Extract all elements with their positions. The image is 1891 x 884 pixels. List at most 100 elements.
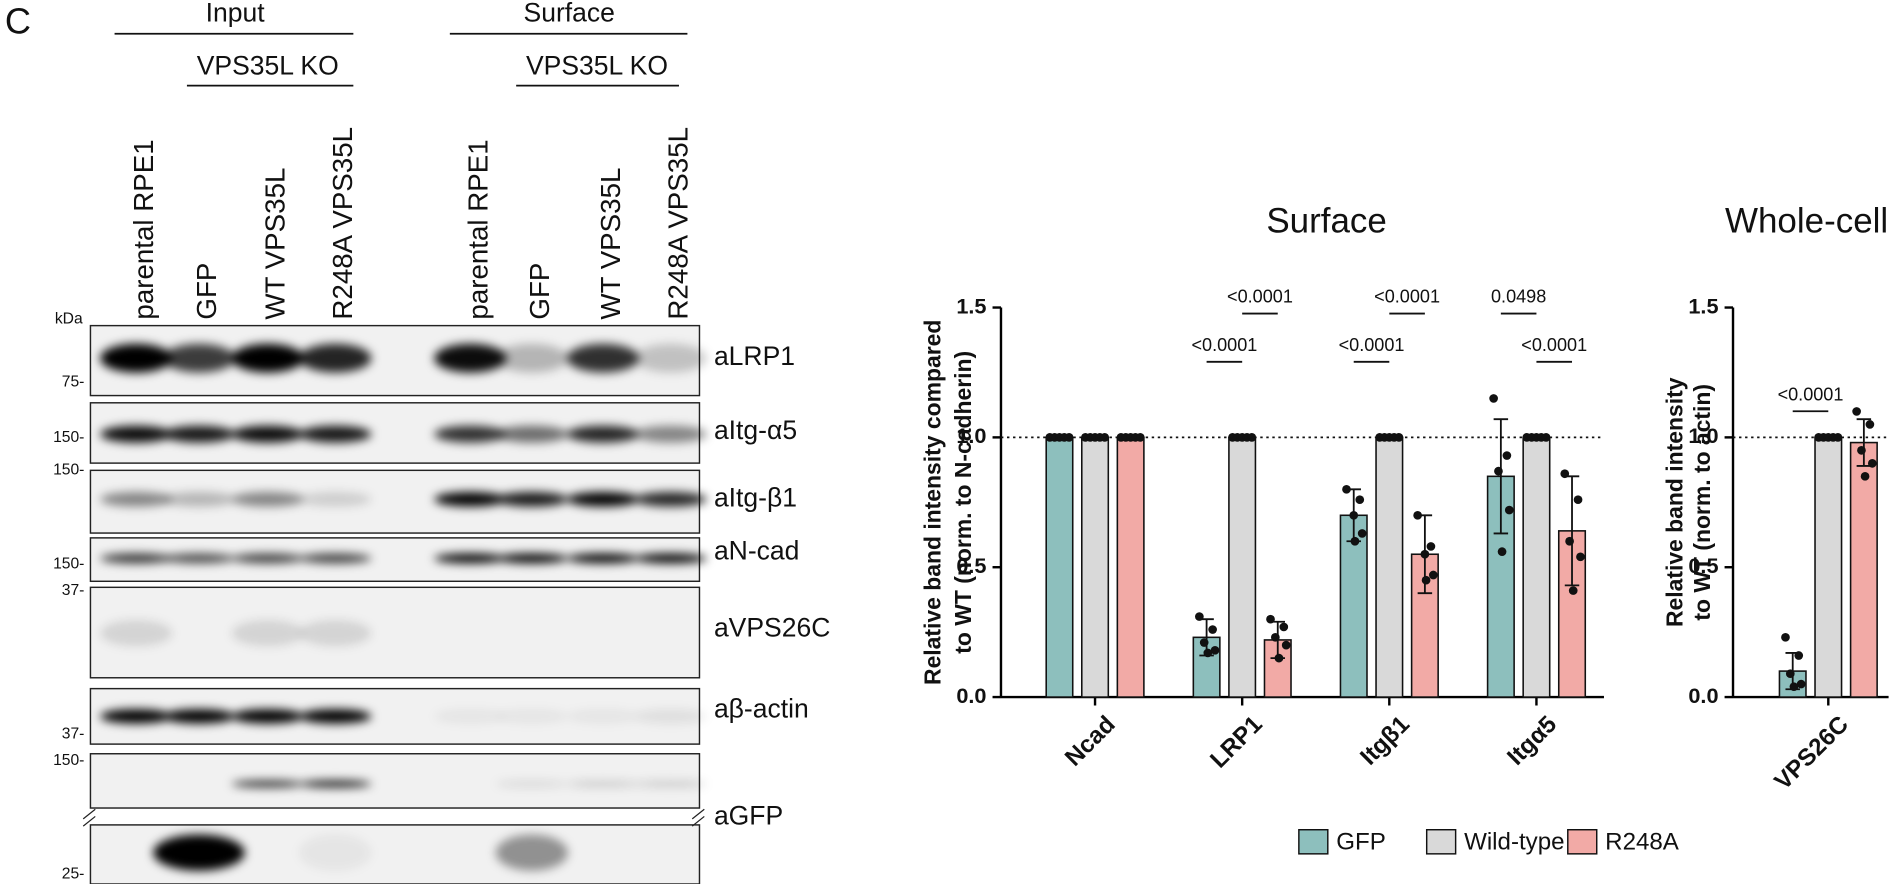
band [299, 834, 372, 871]
y-axis-title: to WT (norm. to N-cadherin) [950, 351, 976, 654]
band [100, 492, 173, 507]
break-mark [691, 808, 705, 827]
band [634, 492, 707, 507]
group-label: Surface [524, 0, 615, 27]
data-point [1421, 575, 1431, 585]
p-value: <0.0001 [1374, 287, 1440, 307]
band [495, 343, 569, 373]
data-point [1576, 552, 1585, 562]
band [162, 553, 236, 564]
band [566, 425, 640, 443]
data-point [1350, 536, 1360, 546]
y-tick-label: 0.5 [956, 553, 986, 578]
chart-title: Whole-cell [1725, 201, 1888, 240]
blot-strip [89, 753, 701, 809]
y-tick-label: 0.0 [956, 683, 986, 708]
lane-label: R248A VPS35L [663, 127, 694, 320]
kda-marker: 150- [53, 461, 84, 478]
data-point [1199, 638, 1209, 647]
band [231, 780, 304, 788]
data-point [1504, 505, 1514, 515]
bar [1080, 436, 1110, 698]
y-tick-label: 1.0 [1688, 423, 1718, 448]
data-point [1785, 669, 1795, 679]
band [495, 425, 569, 443]
band [566, 553, 640, 564]
lane-label: GFP [524, 263, 555, 320]
y-tick-label: 1.5 [1688, 293, 1718, 318]
data-point [1565, 536, 1574, 546]
x-tick-label: Ncad [1060, 711, 1121, 772]
p-value: <0.0001 [1521, 335, 1587, 355]
data-point [1494, 466, 1503, 476]
data-point [1210, 645, 1220, 655]
band [299, 425, 372, 443]
data-point [1867, 459, 1877, 468]
band [162, 425, 236, 443]
data-point [1860, 471, 1870, 481]
y-tick-label: 1.5 [956, 293, 986, 318]
kda-label: kDa [55, 311, 83, 328]
bar [1375, 436, 1404, 698]
band [299, 780, 372, 788]
data-point [1266, 614, 1275, 624]
antibody-label: aGFP [714, 801, 783, 831]
y-axis-title: Relative band intensity compared [920, 320, 946, 685]
band [634, 425, 707, 443]
data-point [1781, 632, 1790, 642]
data-point [1428, 570, 1438, 580]
data-point [1195, 612, 1204, 621]
band [495, 834, 569, 871]
kda-marker: 37- [62, 726, 85, 743]
data-point [1349, 510, 1359, 520]
band [495, 709, 569, 724]
band [231, 619, 304, 647]
lane-label: WT VPS35L [260, 168, 291, 320]
lane-label: R248A VPS35L [327, 127, 358, 320]
data-point [1789, 682, 1799, 692]
kda-marker: 150- [53, 752, 84, 769]
x-tick-label: Itgβ1 [1355, 711, 1415, 771]
band [162, 492, 236, 507]
data-point [1852, 407, 1861, 416]
band [299, 553, 372, 564]
data-point [1794, 651, 1804, 660]
data-point [1279, 622, 1289, 632]
band [231, 709, 304, 724]
y-tick-label: 0.0 [1688, 683, 1718, 708]
data-point [1413, 510, 1422, 520]
legend-swatch [1298, 829, 1329, 855]
bar [1339, 514, 1368, 698]
error-bar [1856, 418, 1872, 467]
band [495, 780, 569, 788]
band [100, 619, 173, 647]
x-tick-label: Itgα5 [1502, 711, 1562, 771]
band [434, 553, 507, 564]
break-mark [82, 808, 96, 827]
data-point [1342, 484, 1351, 494]
legend-swatch [1425, 829, 1457, 855]
bar [1522, 436, 1551, 698]
subgroup-label: VPS35L KO [526, 51, 668, 81]
band [162, 343, 236, 373]
panel-label: C [5, 1, 31, 42]
x-tick-label: LRP1 [1205, 711, 1268, 774]
bar [1045, 436, 1074, 698]
data-point [1560, 469, 1570, 479]
data-point [1865, 420, 1875, 429]
subgroup-label: VPS35L KO [197, 51, 339, 81]
data-point [1357, 529, 1367, 538]
band [299, 343, 372, 373]
bar [1849, 441, 1878, 698]
band [566, 780, 640, 788]
data-point [1426, 542, 1436, 551]
chart-title: Surface [1266, 201, 1387, 240]
band [231, 553, 304, 564]
kda-marker: 25- [62, 865, 85, 882]
data-point [1247, 433, 1257, 442]
data-point [1568, 586, 1578, 595]
lane-label: parental RPE1 [128, 139, 159, 319]
data-point [1502, 451, 1512, 460]
